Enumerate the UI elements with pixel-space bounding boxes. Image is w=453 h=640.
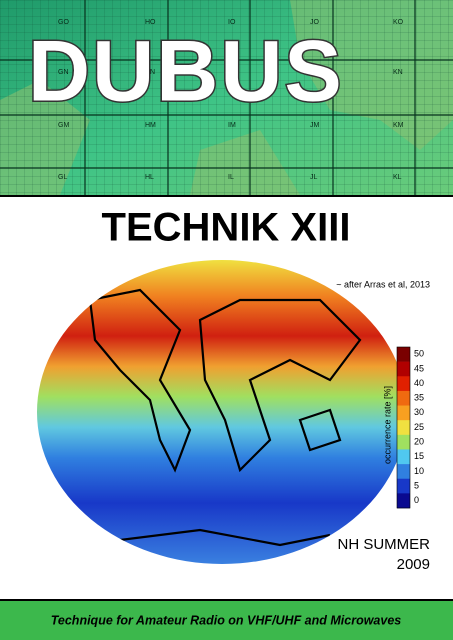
- colorbar-tick-label: 10: [414, 466, 424, 476]
- colorbar-segment: [397, 420, 410, 436]
- footer-text: Technique for Amateur Radio on VHF/UHF a…: [51, 613, 402, 627]
- banner-title: DUBUS: [28, 24, 344, 120]
- colorbar-tick-label: 15: [414, 451, 424, 461]
- grid-label: KL: [393, 174, 402, 181]
- grid: [0, 0, 453, 195]
- grid-label: HM: [145, 122, 156, 129]
- colorbar-tick-label: 20: [414, 437, 424, 447]
- colorbar-segment: [397, 361, 410, 377]
- colorbar-tick-label: 50: [414, 349, 424, 359]
- grid-label: HN: [145, 69, 155, 76]
- colorbar-segment: [397, 347, 410, 362]
- grid-label: JL: [310, 174, 318, 181]
- colorbar-segment: [397, 376, 410, 392]
- major-grid: [0, 0, 453, 195]
- colorbar-segment: [397, 478, 410, 494]
- colorbar-segment: [397, 434, 410, 450]
- grid-labels: GO HO IO JO KO GN HN IN JN KN GM HM IM JM KM GL HL IL JL KL: [58, 19, 404, 181]
- grid-label: IL: [228, 174, 234, 181]
- grid-label: GL: [58, 174, 67, 181]
- grid-label: GO: [58, 19, 69, 26]
- grid-label: JN: [310, 69, 319, 76]
- colorbar-tick-label: 25: [414, 422, 424, 432]
- grid-label: KN: [393, 69, 403, 76]
- colorbar-frame: [396, 346, 411, 509]
- season: NH SUMMER: [338, 536, 431, 553]
- colorbar-segment: [397, 464, 410, 480]
- colorbar-tick-label: 5: [414, 480, 419, 490]
- year: 2009: [397, 556, 430, 573]
- grid-label: HO: [145, 19, 156, 26]
- colorbar-tick-label: 35: [414, 393, 424, 403]
- colorbar-segment: [397, 390, 410, 406]
- colorbar-segment: [397, 449, 410, 465]
- grid-label: JO: [310, 19, 320, 26]
- grid-label: KO: [393, 19, 404, 26]
- colorbar-tick-label: 30: [414, 407, 424, 417]
- credit: ~ after Arras et al, 2013: [336, 279, 430, 289]
- colorbar-segment: [397, 493, 410, 509]
- grid-label: JM: [310, 122, 320, 129]
- colorbar-tick-label: 0: [414, 495, 419, 505]
- grid-label: IN: [228, 69, 235, 76]
- colorbar-label: occurrence rate [%]: [382, 386, 392, 464]
- colorbar-segment: [397, 405, 410, 421]
- grid-label: KM: [393, 122, 404, 129]
- coastlines: [88, 288, 362, 547]
- colorbar-tick-label: 40: [414, 378, 424, 388]
- grid-label: IO: [228, 19, 236, 26]
- grid-label: GM: [58, 122, 69, 129]
- footer-bar: [0, 600, 453, 640]
- colorbar-tick-label: 45: [414, 363, 424, 373]
- heading: TECHNIK XIII: [102, 206, 351, 250]
- grid-label: IM: [228, 122, 236, 129]
- grid-label: HL: [145, 174, 154, 181]
- grid-label: GN: [58, 69, 69, 76]
